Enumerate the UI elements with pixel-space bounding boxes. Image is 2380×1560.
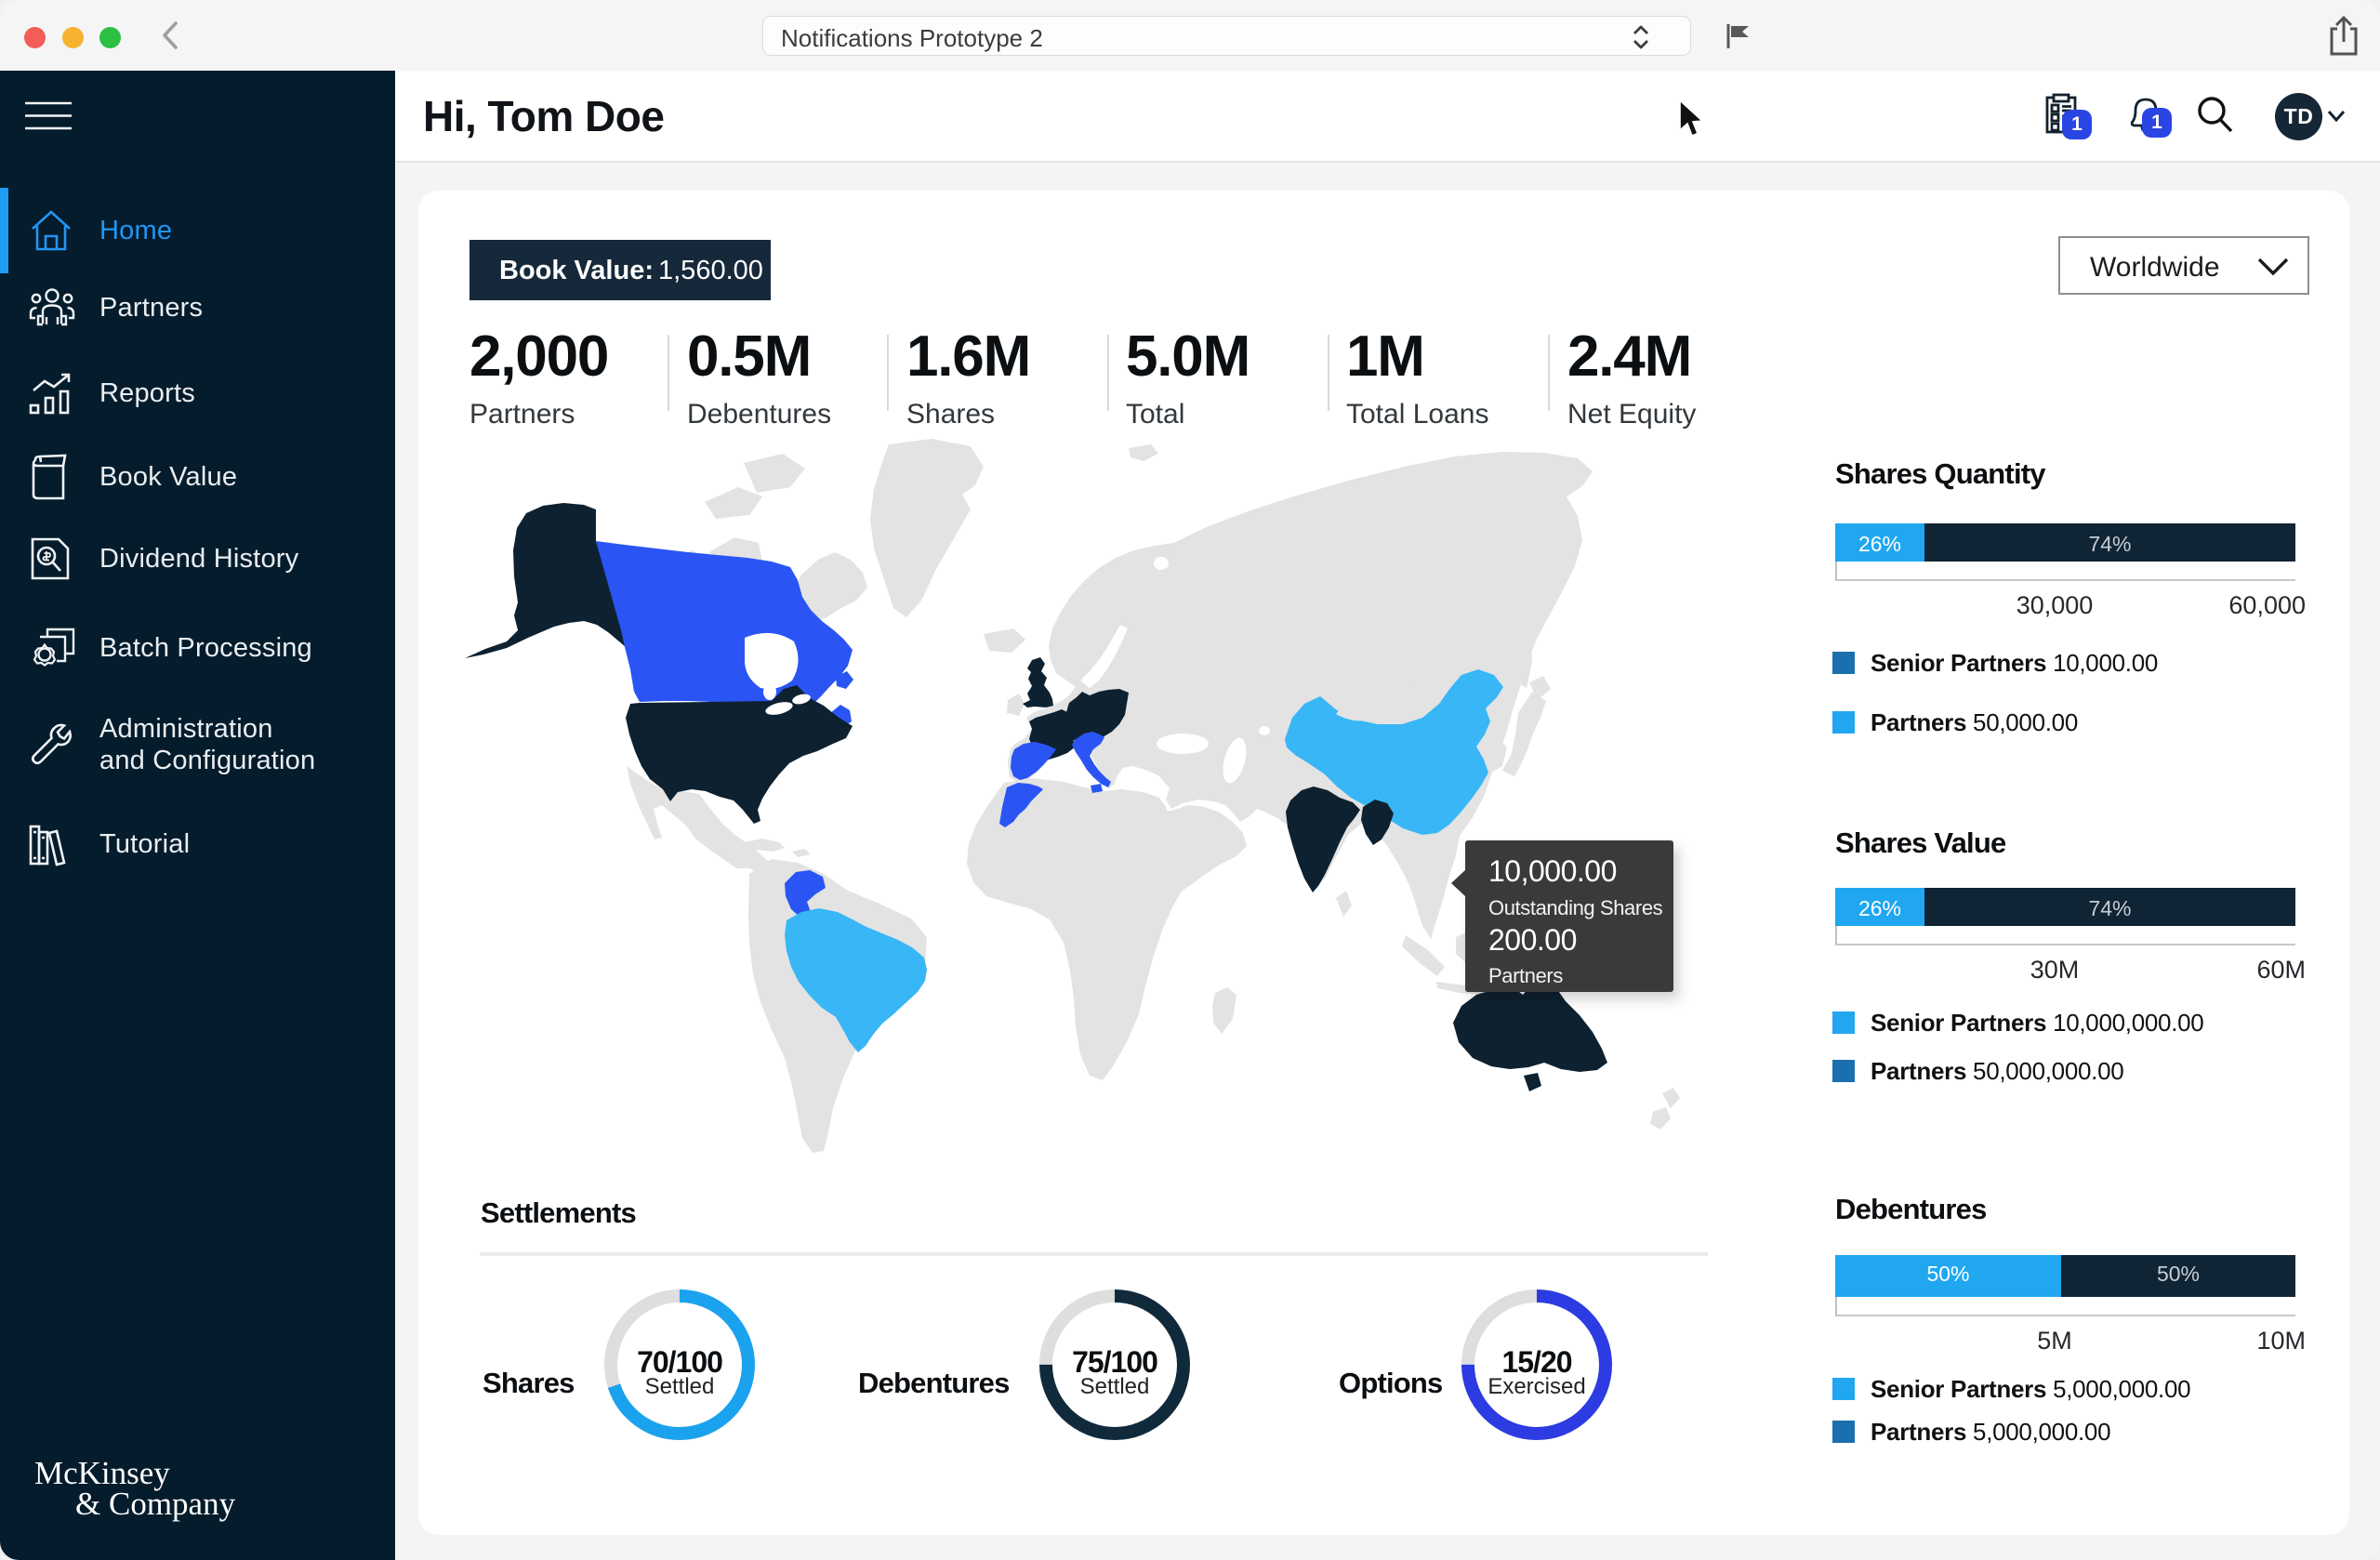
svg-text:70/100: 70/100 (637, 1345, 722, 1379)
svg-text:Exercised: Exercised (1488, 1374, 1585, 1399)
svg-text:15/20: 15/20 (1501, 1345, 1571, 1379)
svg-text:Settled: Settled (1080, 1374, 1150, 1399)
svg-text:75/100: 75/100 (1072, 1345, 1157, 1379)
svg-text:Settled: Settled (645, 1374, 715, 1399)
